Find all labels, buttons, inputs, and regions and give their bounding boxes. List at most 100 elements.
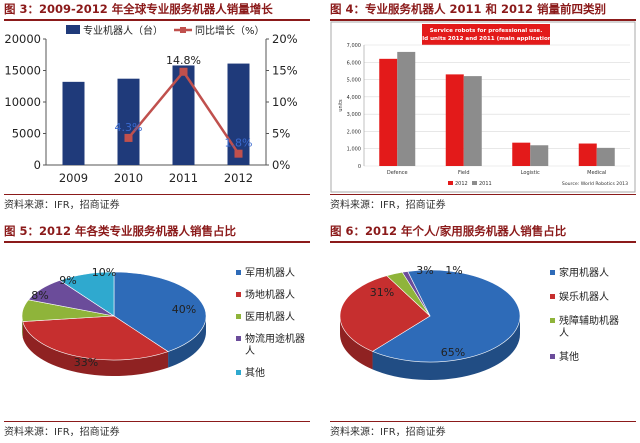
legend-label-2011: 2011 [479,181,492,187]
figure-5-title: 图 5：2012 年各类专业服务机器人销售占比 [4,224,237,238]
legend-label-3: 物流用途机器 [245,332,305,345]
pie-slice-3 [401,271,431,317]
legend-label-1: 场地机器人 [245,288,295,301]
figure-3-source: 资料来源：IFR，招商证券 [4,200,120,211]
growth-label-2011: 14.8% [166,54,201,67]
legend-label-units: 专业机器人（台） [83,24,163,37]
left-tick-label: 5000 [12,127,41,141]
figure-3-chart: 0 5000 10000 15000 20000 0% 5% 10% 15% 20% 2009 201… [4,24,298,185]
pie-label-2: 3% [416,264,433,277]
right-tick-label: 20% [272,32,298,46]
figure-4-chart: Service robots for professional use. Sold… [330,21,636,193]
figure-4-title-rule [330,19,636,21]
legend-label-3: 人 [245,345,255,357]
legend-swatch-1 [236,292,241,297]
bar-2012 [227,63,250,165]
legend-label-2: 人 [559,327,569,339]
bar-field-2011 [463,76,482,166]
right-tick-label: 10% [272,95,298,109]
bar-defence-2012 [379,58,398,167]
growth-label-2012: 1.8% [225,137,253,150]
right-tick-label: 0% [272,158,290,172]
legend-label-0: 军用机器人 [245,266,295,279]
y-tick-label: 4,000 [347,95,361,101]
y-axis-label: units [338,99,344,112]
bar-medical-2012 [578,143,597,166]
figure-5-title-rule [4,241,310,243]
left-tick-label: 0 [34,158,41,172]
figure-4-source: 资料来源：IFR，招商证券 [330,200,446,211]
chart-source-note: Source: World Robotics 2013 [562,181,628,187]
x-tick-label: Logistic [521,170,540,176]
figure-5-source-rule [4,421,310,422]
left-tick-label: 15000 [4,64,41,78]
figure-3-title-rule [4,19,310,21]
y-tick-label: 6,000 [347,60,361,66]
right-tick-label: 15% [272,64,298,78]
legend-label-3: 其他 [559,350,579,363]
growth-marker-2010 [124,133,133,142]
x-tick-label: Medical [587,170,606,176]
bar-medical-2011 [596,147,615,166]
pie-label-1: 33% [74,356,98,369]
legend-swatch-3 [236,336,241,341]
right-tick-label: 5% [272,127,290,141]
figure-6-title-rule [330,241,636,243]
bar-field-2012 [445,74,464,166]
pie-slice-1 [339,275,431,352]
bar-2009 [62,81,85,165]
figure-4-title: 图 4：专业服务机器人 2011 和 2012 销量前四类别 [330,2,607,16]
legend-swatch-0 [236,270,241,275]
legend-label-2: 残障辅助机器 [559,314,619,327]
bar-2010 [117,78,140,165]
legend-label-0: 家用机器人 [559,266,609,279]
chart-subtitle: Sold units 2012 and 2011 (main applicati… [414,36,558,42]
figure-5-panel: 图 5：2012 年各类专业服务机器人销售占比 40% 33% 8% 9% 10% 军用… [4,222,310,440]
legend-label-2: 医用机器人 [245,310,295,323]
figure-3-panel: 图 3：2009-2012 年全球专业服务机器人销量增长 0 5000 10000 1… [4,0,310,212]
x-tick-label: 2011 [169,171,198,185]
pie-slice-1 [22,315,169,361]
legend-swatch-2 [236,314,241,319]
legend-swatch-0 [550,270,555,275]
chart-frame [330,21,636,193]
figure-4-source-rule [330,194,636,195]
legend-swatch-units [66,25,80,34]
growth-marker-2012 [234,149,243,158]
left-tick-label: 20000 [4,32,41,46]
figure-6-title: 图 6：2012 年个人/家用服务机器人销售占比 [330,224,567,238]
legend-label-1: 娱乐机器人 [559,290,609,303]
x-tick-label: 2010 [114,171,143,185]
figure-6-source-rule [330,421,636,422]
legend-marker-growth [180,27,186,33]
pie-label-3: 1% [445,264,462,277]
figure-6-source: 资料来源：IFR，招商证券 [330,427,446,438]
chart-title-box [422,24,550,45]
left-tick-label: 10000 [4,95,41,109]
pie-label-3: 9% [59,274,76,287]
x-tick-label: 2009 [59,171,88,185]
pie-label-0: 40% [172,303,196,316]
y-tick-label: 2,000 [347,129,361,135]
figure-4-panel: 图 4：专业服务机器人 2011 和 2012 销量前四类别 Service r… [330,0,636,212]
legend-swatch-4 [236,370,241,375]
legend-swatch-3 [550,354,555,359]
figure-6-panel: 图 6：2012 年个人/家用服务机器人销售占比 65% 31% 3% 1% 家用机器… [330,222,636,440]
bar-logistic-2012 [512,142,531,166]
figure-3-source-rule [4,194,310,195]
legend-swatch-2012 [448,181,453,185]
pie-slice-0 [113,271,207,352]
x-tick-label: Field [458,170,470,176]
pie-label-2: 8% [31,289,48,302]
pie-side-0 [372,316,520,380]
legend-swatch-1 [550,294,555,299]
bar-2011 [172,65,195,165]
pie-side-0 [168,316,206,368]
legend-swatch-2011 [472,181,477,185]
pie-slice-4 [59,271,115,317]
pie-label-4: 10% [92,266,116,279]
figure-3-title: 图 3：2009-2012 年全球专业服务机器人销量增长 [4,2,273,16]
y-tick-label: 5,000 [347,78,361,84]
x-tick-label: 2012 [224,171,253,185]
